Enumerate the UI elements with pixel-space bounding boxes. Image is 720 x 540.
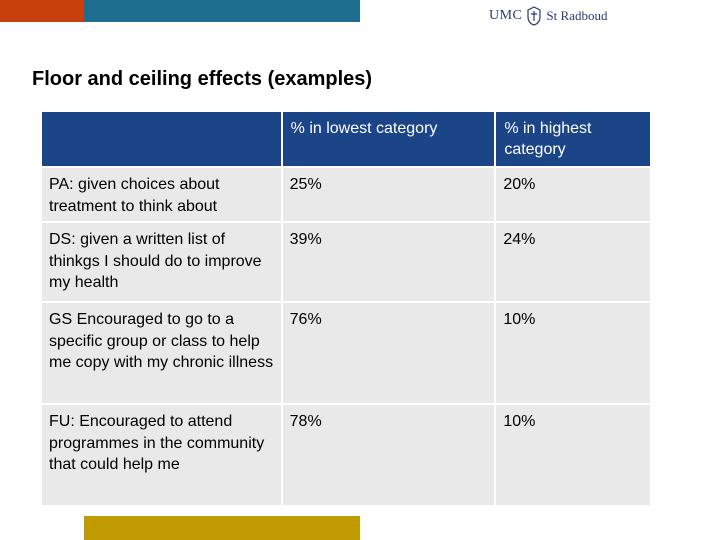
lowest-cell: 78% — [282, 405, 495, 507]
umc-logo: UMC St Radboud — [489, 4, 607, 28]
table-row: PA: given choices about treatment to thi… — [42, 168, 650, 223]
header-cell-lowest: % in lowest category — [282, 112, 495, 168]
logo-name-text: St Radboud — [546, 8, 608, 23]
lowest-cell: 39% — [282, 223, 495, 303]
table-header-row: % in lowest category % in highest catego… — [42, 112, 650, 168]
header-accent-orange — [0, 0, 84, 22]
table-row: DS: given a written list of thinkgs I sh… — [42, 223, 650, 303]
header-cell-highest: % in highest category — [496, 112, 650, 168]
footer-accent-gold — [84, 516, 360, 540]
logo-umc-text: UMC — [489, 8, 523, 23]
table-row: FU: Encouraged to attend programmes in t… — [42, 405, 650, 507]
highest-cell: 10% — [496, 303, 650, 405]
seal-icon — [527, 6, 542, 26]
lowest-cell: 25% — [282, 168, 495, 223]
table-row: GS Encouraged to go to a specific group … — [42, 303, 650, 405]
highest-cell: 10% — [496, 405, 650, 507]
item-cell: GS Encouraged to go to a specific group … — [42, 303, 281, 405]
header-accent-teal — [84, 0, 360, 22]
highest-cell: 20% — [496, 168, 650, 223]
effects-table: % in lowest category % in highest catego… — [40, 112, 652, 507]
lowest-cell: 76% — [282, 303, 495, 405]
header-cell-item — [42, 112, 281, 168]
item-cell: FU: Encouraged to attend programmes in t… — [42, 405, 281, 507]
item-cell: PA: given choices about treatment to thi… — [42, 168, 281, 223]
highest-cell: 24% — [496, 223, 650, 303]
slide-title: Floor and ceiling effects (examples) — [32, 68, 373, 90]
item-cell: DS: given a written list of thinkgs I sh… — [42, 223, 281, 303]
